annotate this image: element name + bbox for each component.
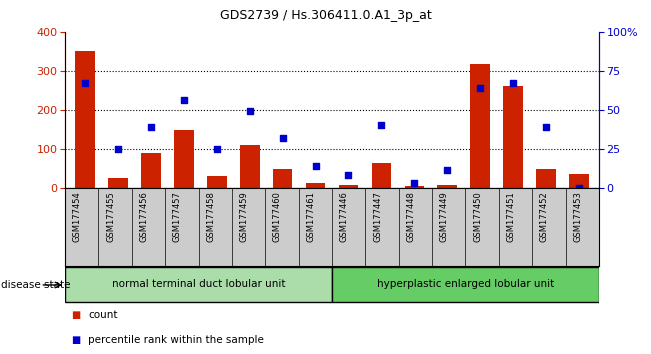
Text: GSM177455: GSM177455 xyxy=(106,192,115,242)
Point xyxy=(212,146,222,152)
Bar xyxy=(471,64,490,188)
Point xyxy=(146,124,156,130)
Text: GSM177446: GSM177446 xyxy=(340,192,349,242)
Bar xyxy=(273,169,292,188)
Point xyxy=(79,80,90,86)
Text: count: count xyxy=(88,310,117,320)
Bar xyxy=(503,86,523,188)
Text: GSM177458: GSM177458 xyxy=(206,192,215,242)
Bar xyxy=(339,184,358,188)
Text: GSM177448: GSM177448 xyxy=(406,192,415,242)
Point xyxy=(475,85,486,91)
Bar xyxy=(240,145,260,188)
Text: GSM177461: GSM177461 xyxy=(307,192,315,242)
Bar xyxy=(207,176,227,188)
Point xyxy=(409,180,420,186)
Text: GSM177452: GSM177452 xyxy=(540,192,549,242)
Point xyxy=(376,122,387,128)
Bar xyxy=(174,130,193,188)
Bar xyxy=(141,153,161,188)
Point xyxy=(178,98,189,103)
Text: GSM177459: GSM177459 xyxy=(240,192,249,242)
Text: GSM177460: GSM177460 xyxy=(273,192,282,242)
Point xyxy=(343,172,353,178)
Bar xyxy=(75,51,95,188)
Bar xyxy=(332,268,599,302)
Bar xyxy=(536,169,556,188)
Bar xyxy=(108,178,128,188)
Text: GSM177447: GSM177447 xyxy=(373,192,382,242)
Text: ■: ■ xyxy=(72,310,81,320)
Text: GSM177453: GSM177453 xyxy=(574,192,582,242)
Bar xyxy=(65,268,332,302)
Text: ■: ■ xyxy=(72,335,81,345)
Point xyxy=(508,80,518,86)
Text: hyperplastic enlarged lobular unit: hyperplastic enlarged lobular unit xyxy=(377,279,554,289)
Point xyxy=(574,185,585,190)
Bar xyxy=(306,183,326,188)
Point xyxy=(113,146,123,152)
Bar xyxy=(404,185,424,188)
Bar xyxy=(437,184,457,188)
Text: GSM177449: GSM177449 xyxy=(440,192,449,242)
Point xyxy=(311,163,321,169)
Bar xyxy=(569,174,589,188)
Text: GSM177454: GSM177454 xyxy=(73,192,82,242)
Text: GSM177457: GSM177457 xyxy=(173,192,182,242)
Point xyxy=(277,135,288,141)
Point xyxy=(442,168,452,173)
Text: normal terminal duct lobular unit: normal terminal duct lobular unit xyxy=(112,279,285,289)
Point xyxy=(244,108,255,114)
Point xyxy=(541,124,551,130)
Text: GSM177451: GSM177451 xyxy=(506,192,516,242)
Text: disease state: disease state xyxy=(1,280,71,290)
Text: GSM177450: GSM177450 xyxy=(473,192,482,242)
Bar xyxy=(372,164,391,188)
Text: GSM177456: GSM177456 xyxy=(139,192,148,242)
Text: GDS2739 / Hs.306411.0.A1_3p_at: GDS2739 / Hs.306411.0.A1_3p_at xyxy=(219,9,432,22)
Text: percentile rank within the sample: percentile rank within the sample xyxy=(88,335,264,345)
